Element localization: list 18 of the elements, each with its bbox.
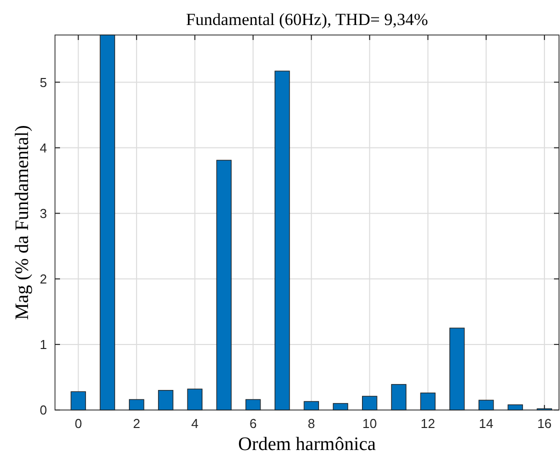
x-tick-label: 16: [537, 416, 552, 431]
x-tick-label: 6: [249, 416, 257, 431]
x-tick-label: 14: [478, 416, 494, 431]
x-tick-label: 2: [132, 416, 140, 431]
x-tick-label: 10: [362, 416, 377, 431]
y-tick-label: 4: [40, 140, 47, 156]
chart-title: Fundamental (60Hz), THD= 9,34%: [186, 10, 428, 29]
y-tick-label: 3: [40, 206, 47, 221]
x-axis-title: Ordem harmônica: [238, 434, 376, 455]
x-tick-label: 0: [74, 416, 82, 431]
y-tick-label: 2: [40, 271, 47, 286]
x-tick-label: 4: [191, 416, 198, 431]
y-axis-title: Mag (% da Fundamental): [12, 125, 33, 320]
y-tick-label: 1: [40, 336, 47, 352]
y-tick-label: 0: [40, 402, 47, 418]
x-tick-label: 8: [308, 416, 315, 431]
y-tick-label: 5: [40, 74, 47, 90]
x-tick-label: 12: [420, 416, 436, 431]
